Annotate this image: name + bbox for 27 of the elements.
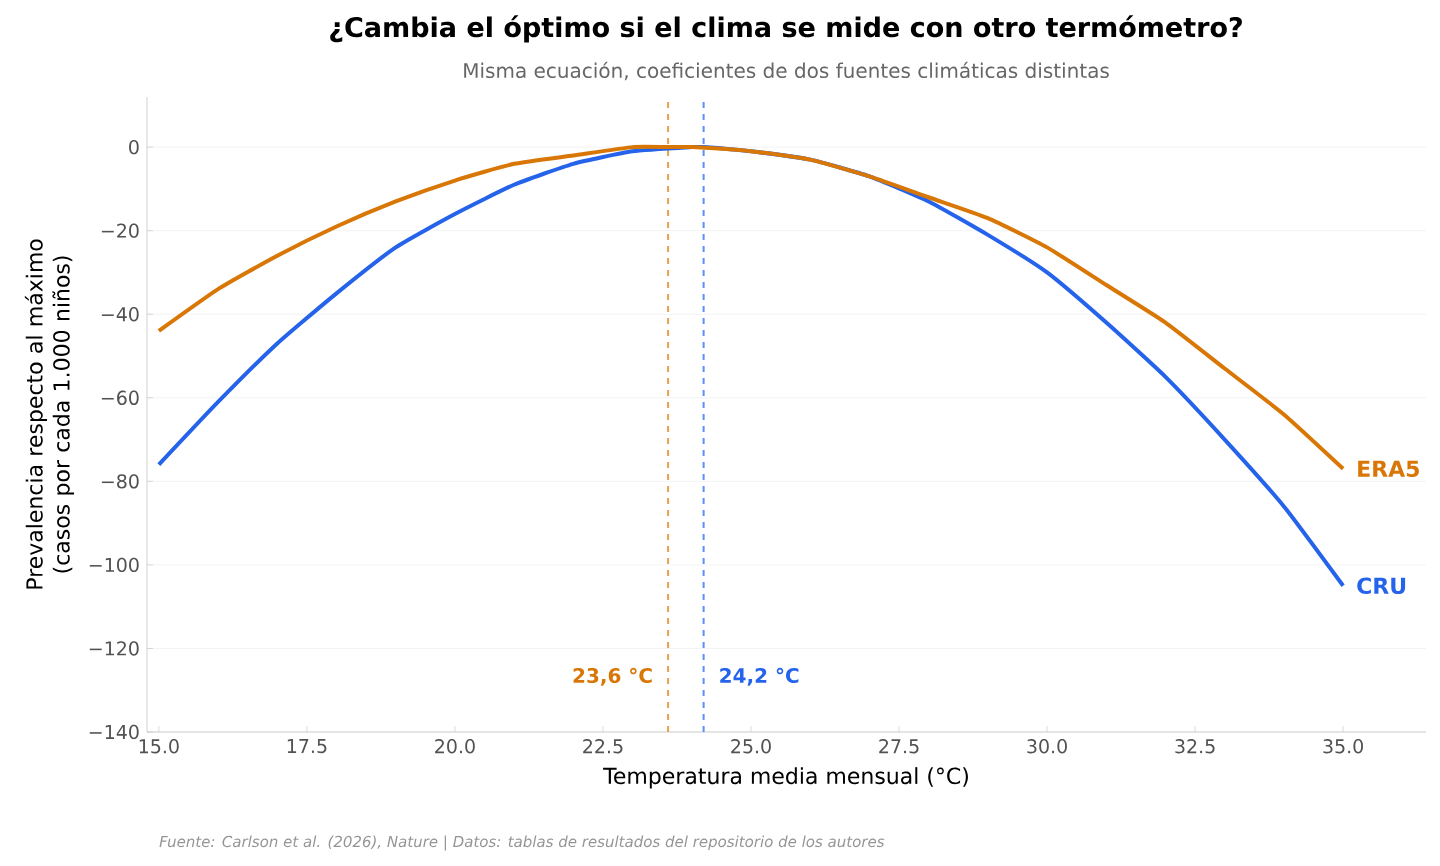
x-axis-title: Temperatura media mensual (°C): [603, 767, 968, 789]
x-tick-label: 25.0: [731, 739, 771, 754]
y-tick-label: −80: [101, 474, 139, 489]
ref-line-label: 24,2 °C: [720, 667, 799, 686]
y-tick-label: −20: [101, 223, 139, 238]
x-tick-label: 32.5: [1175, 739, 1215, 754]
series-label: CRU: [1357, 577, 1406, 595]
chart-title: ¿Cambia el óptimo si el clima se mide con otro termómetro?: [330, 15, 1242, 43]
y-tick-label: −100: [89, 557, 139, 573]
x-tick-label: 27.5: [879, 739, 919, 754]
series-label: ERA5: [1358, 460, 1419, 477]
y-tick-label: −140: [89, 724, 139, 740]
ref-line-label: 23,6 °C: [573, 667, 652, 686]
line-series: [156, 144, 1346, 471]
y-tick-label: −40: [101, 307, 139, 322]
x-tick-label: 30.0: [1027, 739, 1067, 754]
y-tick-label: 0: [129, 139, 139, 155]
y-axis-title: Prevalencia respecto al máximo (casos por cada 1.000 niños): [24, 239, 75, 589]
source-note: Fuente: Carlson et al. (2026), Nature | Datos: tablas de resultados del repositorio de los autores: [159, 835, 885, 851]
x-tick-label: 15.0: [139, 739, 179, 754]
x-tick-label: 22.5: [583, 739, 623, 754]
y-tick-label: −120: [89, 641, 139, 656]
chart-subtitle: Misma ecuación, coeficientes de dos fuentes climáticas distintas: [464, 61, 1109, 81]
x-tick-label: 35.0: [1323, 739, 1363, 754]
y-tick-label: −60: [101, 390, 139, 405]
x-tick-label: 17.5: [287, 739, 327, 754]
x-tick-label: 20.0: [435, 739, 475, 754]
